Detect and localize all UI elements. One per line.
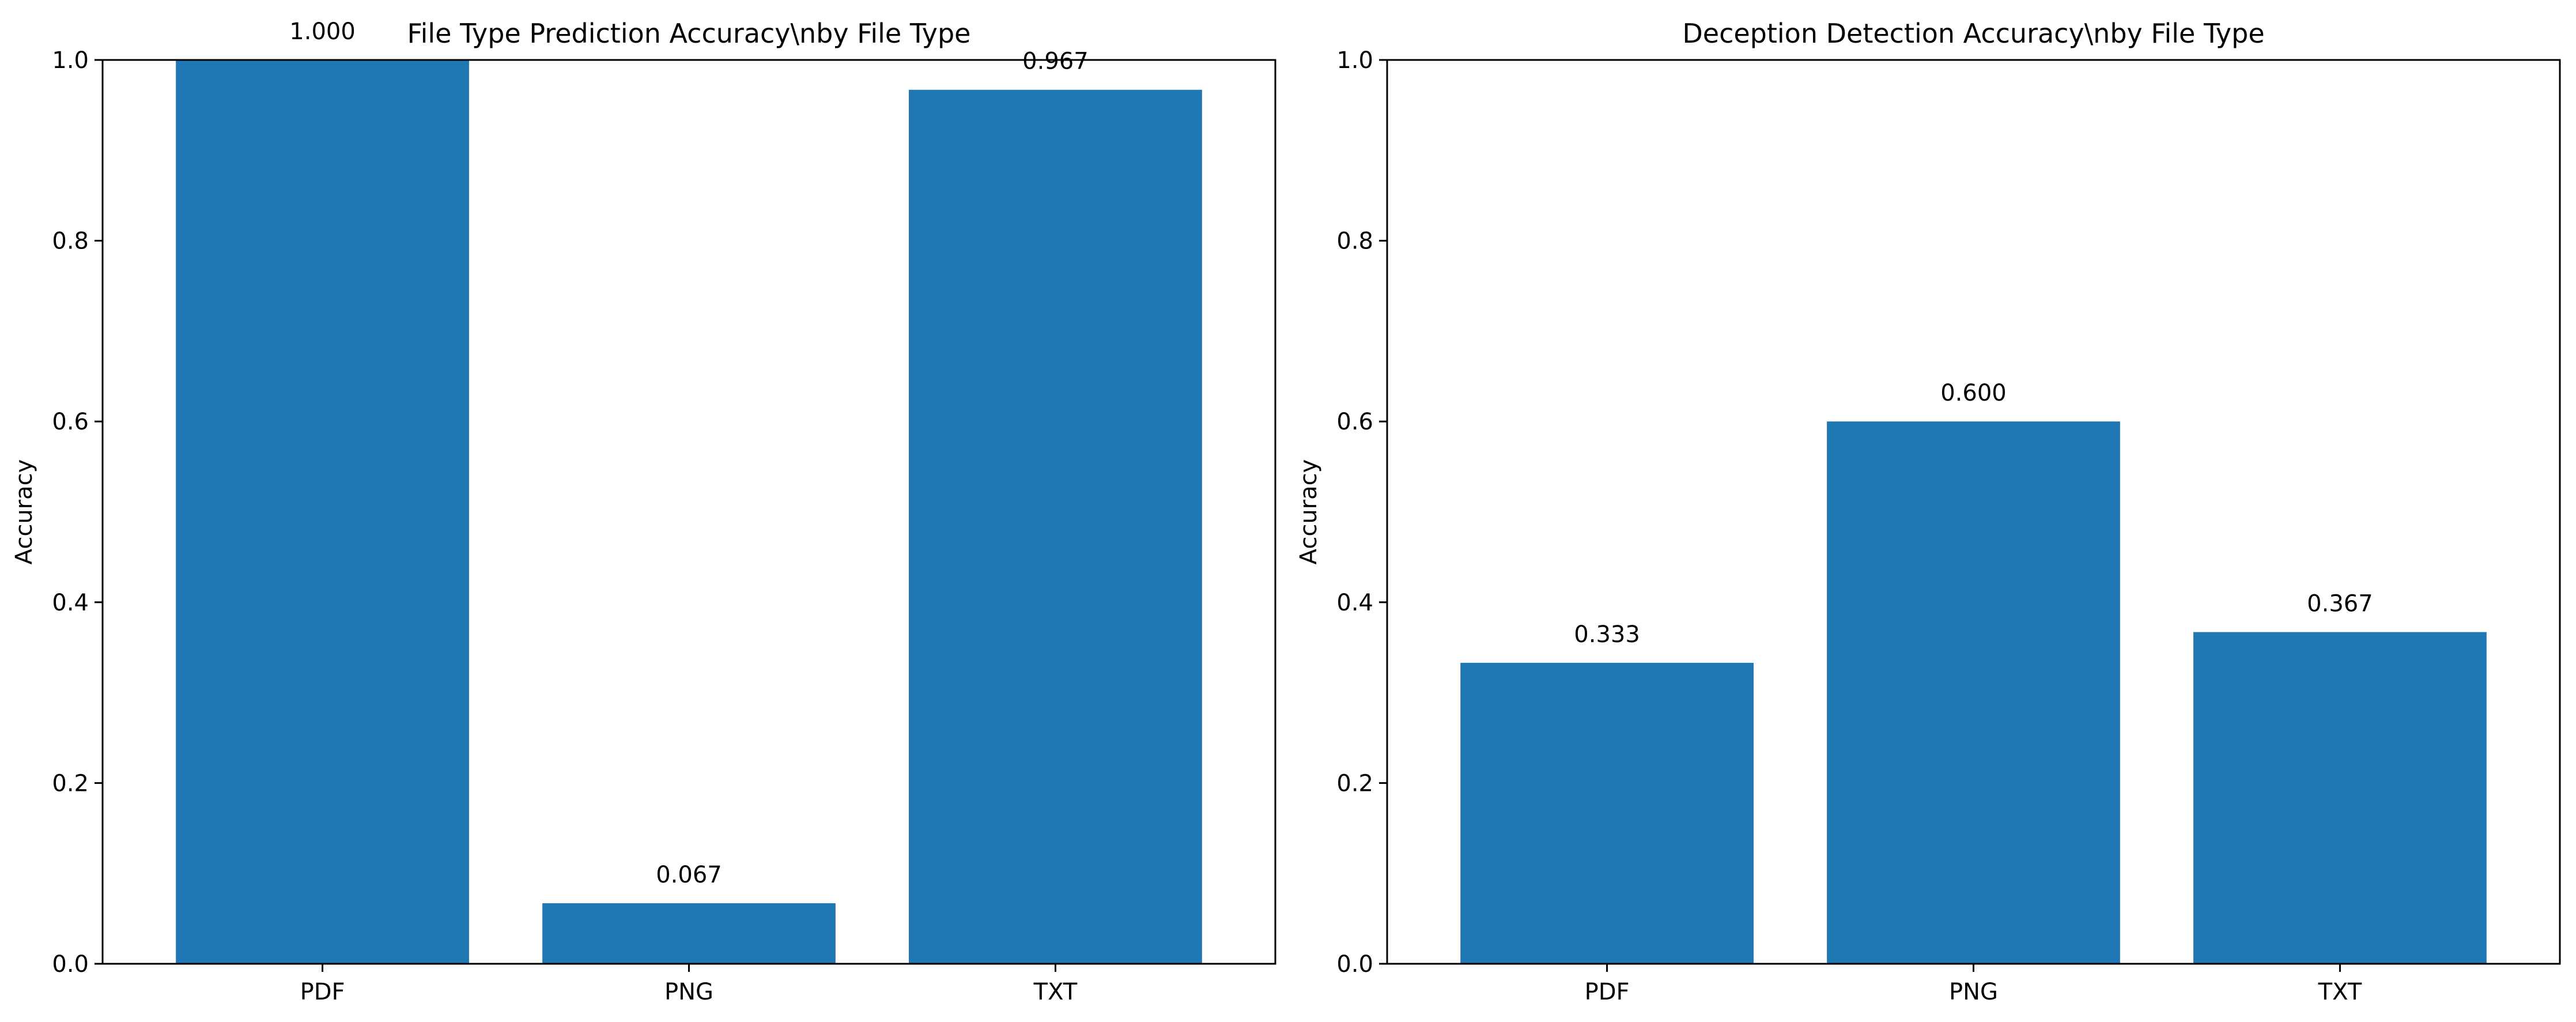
data-label-pdf: 0.333 xyxy=(1574,621,1640,648)
x-tick-label-txt: TXT xyxy=(1033,979,1078,1005)
data-label-png: 0.600 xyxy=(1940,380,2007,406)
y-tick-label: 1.0 xyxy=(1336,47,1373,74)
bar-png xyxy=(1827,421,2120,964)
chart-title: File Type Prediction Accuracy\nby File T… xyxy=(407,18,971,49)
x-tick-label-png: PNG xyxy=(1949,979,1998,1005)
y-tick-label: 0.2 xyxy=(52,770,89,797)
bar-txt xyxy=(2193,632,2487,964)
chart-panel-1: 1.000 PDF 0.067 PNG 0.967 TXT 0.0 0.2 0.4 0.6 0.8 1… xyxy=(11,18,1276,1005)
data-label-png: 0.067 xyxy=(656,862,722,888)
y-tick-label: 0.8 xyxy=(1336,228,1373,255)
bar-pdf xyxy=(176,60,469,964)
data-label-txt: 0.967 xyxy=(1022,48,1089,75)
y-tick-label: 0.4 xyxy=(1336,590,1373,616)
y-tick-label: 0.0 xyxy=(1336,951,1373,978)
y-tick-label: 0.6 xyxy=(52,409,89,435)
y-tick-label: 0.6 xyxy=(1336,409,1373,435)
bar-txt xyxy=(909,89,1202,964)
bar-png xyxy=(542,903,836,964)
data-label-txt: 0.367 xyxy=(2307,591,2373,617)
y-axis-label: Accuracy xyxy=(11,459,37,565)
y-tick-label: 0.8 xyxy=(52,228,89,255)
data-label-pdf: 1.000 xyxy=(289,18,356,45)
chart-panel-2: 0.333 PDF 0.600 PNG 0.367 TXT 0.0 0.2 0.4 0.6 0.8 1… xyxy=(1295,18,2561,1005)
y-axis-label: Accuracy xyxy=(1295,459,1322,565)
plot-frame xyxy=(101,59,1276,965)
bar-pdf xyxy=(1460,662,1754,964)
chart-title: Deception Detection Accuracy\nby File Ty… xyxy=(1682,18,2264,49)
y-tick-label: 0.4 xyxy=(52,590,89,616)
x-tick-label-png: PNG xyxy=(664,979,713,1005)
x-tick-label-pdf: PDF xyxy=(300,979,345,1005)
plot-frame xyxy=(1386,59,2561,965)
y-tick-label: 0.2 xyxy=(1336,770,1373,797)
y-tick-label: 1.0 xyxy=(52,47,89,74)
y-tick-label: 0.0 xyxy=(52,951,89,978)
x-tick-label-txt: TXT xyxy=(2318,979,2362,1005)
x-tick-label-pdf: PDF xyxy=(1585,979,1630,1005)
